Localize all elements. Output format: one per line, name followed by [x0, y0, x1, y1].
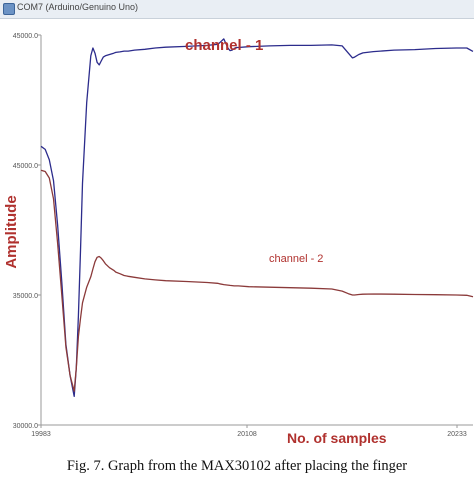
y-tick-label: 30000.0	[13, 423, 38, 430]
x-tick-label: 19983	[31, 431, 51, 438]
series-line-channel-1	[40, 38, 474, 398]
x-axis-label: No. of samples	[287, 430, 387, 446]
channel-2-label: channel - 2	[269, 253, 323, 265]
serial-plotter-titlebar: COM7 (Arduino/Genuino Uno)	[0, 0, 474, 19]
series-line-channel-2	[40, 169, 474, 392]
chart-series	[40, 38, 474, 398]
y-tick-label: 45000.0	[13, 33, 38, 40]
channel-1-label: channel - 1	[185, 37, 263, 54]
x-tick-label: 20108	[237, 431, 257, 438]
x-tick-label: 20233	[447, 431, 467, 438]
figure-caption: Fig. 7. Graph from the MAX30102 after pl…	[66, 458, 408, 474]
y-tick-label: 45000.0	[13, 163, 38, 170]
window-title: COM7 (Arduino/Genuino Uno)	[17, 2, 139, 12]
chart-labels: channel - 1 channel - 2 No. of samples Ampl…	[3, 37, 387, 446]
chart-axes	[40, 35, 473, 426]
y-tick-label: 35000.0	[13, 293, 38, 300]
y-axis-label: Amplitude	[3, 195, 20, 268]
chart-ticks: 30000.0 35000.0 45000.0 45000.0 19983 20108 20…	[13, 33, 467, 438]
arduino-app-icon	[3, 3, 15, 15]
